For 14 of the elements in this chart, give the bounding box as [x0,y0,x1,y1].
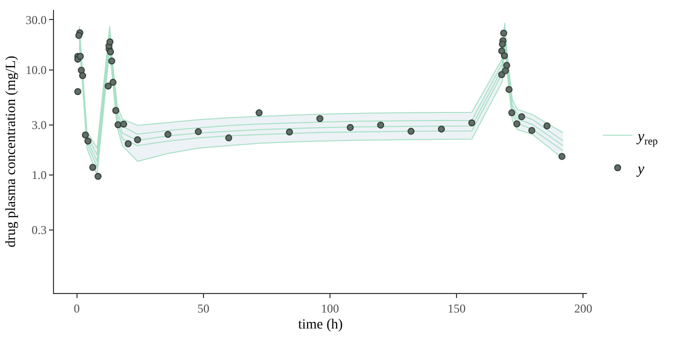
x-tick-label: 150 [448,301,466,316]
y-tick-label: 3.0 [32,118,47,132]
x-tick-label: 50 [197,301,210,316]
legend-label: y$_{rep}$ [636,129,658,148]
x-tick-label: 0 [74,301,80,316]
y-tick-label: 30.0 [26,12,47,27]
y-tick-label: 10.0 [26,62,47,77]
x-axis-title: time (h) [298,318,344,333]
x-tick-label: 200 [574,301,592,316]
y-tick-label: 0.3 [32,223,47,238]
y-axis-title: drug plasma concentration (mg/L) [4,55,20,248]
x-tick-label: 100 [321,301,339,316]
legend-label: y [636,162,645,178]
y-tick-label: 1.0 [32,168,47,182]
